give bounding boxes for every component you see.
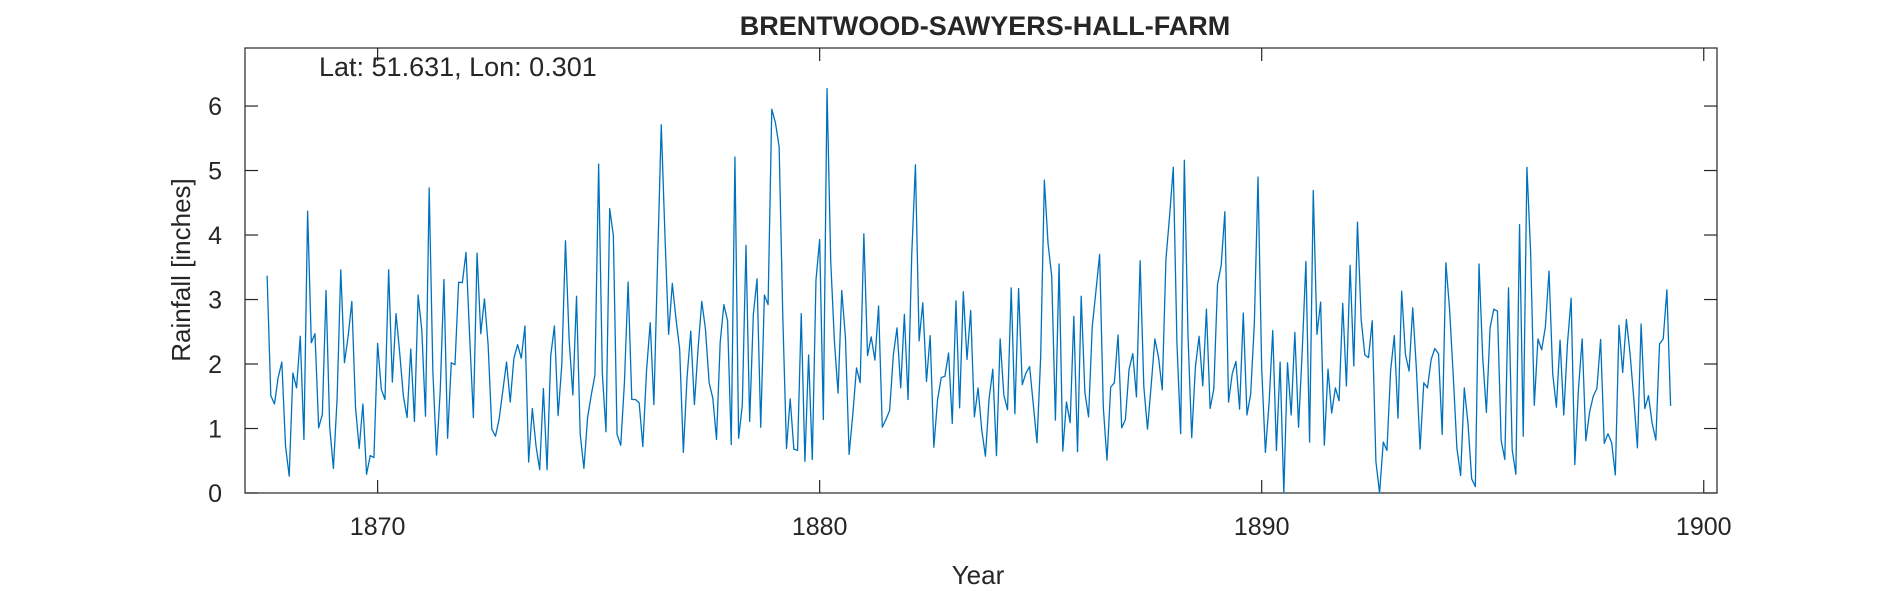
y-tick-label: 5 <box>208 158 222 186</box>
x-tick-label: 1880 <box>792 513 848 541</box>
y-tick-label: 3 <box>208 287 222 315</box>
rainfall-series-line <box>266 87 1672 494</box>
plot-frame <box>244 47 1718 494</box>
y-axis-label: Rainfall [inches] <box>166 178 196 362</box>
y-axis: 0 1 2 3 4 5 6 <box>208 93 1717 508</box>
x-tick-label: 1900 <box>1676 513 1732 541</box>
y-tick-label: 6 <box>208 93 222 121</box>
y-tick-label: 0 <box>208 480 222 508</box>
x-tick-label: 1870 <box>350 513 406 541</box>
location-annotation: Lat: 51.631, Lon: 0.301 <box>319 52 597 82</box>
y-tick-label: 4 <box>208 222 222 250</box>
x-axis: 1870 1880 1890 1900 <box>350 48 1732 541</box>
y-tick-label: 1 <box>208 416 222 444</box>
x-axis-label: Year <box>952 560 1005 590</box>
x-tick-label: 1890 <box>1234 513 1290 541</box>
chart-title: BRENTWOOD-SAWYERS-HALL-FARM <box>740 11 1230 41</box>
y-tick-label: 2 <box>208 351 222 379</box>
